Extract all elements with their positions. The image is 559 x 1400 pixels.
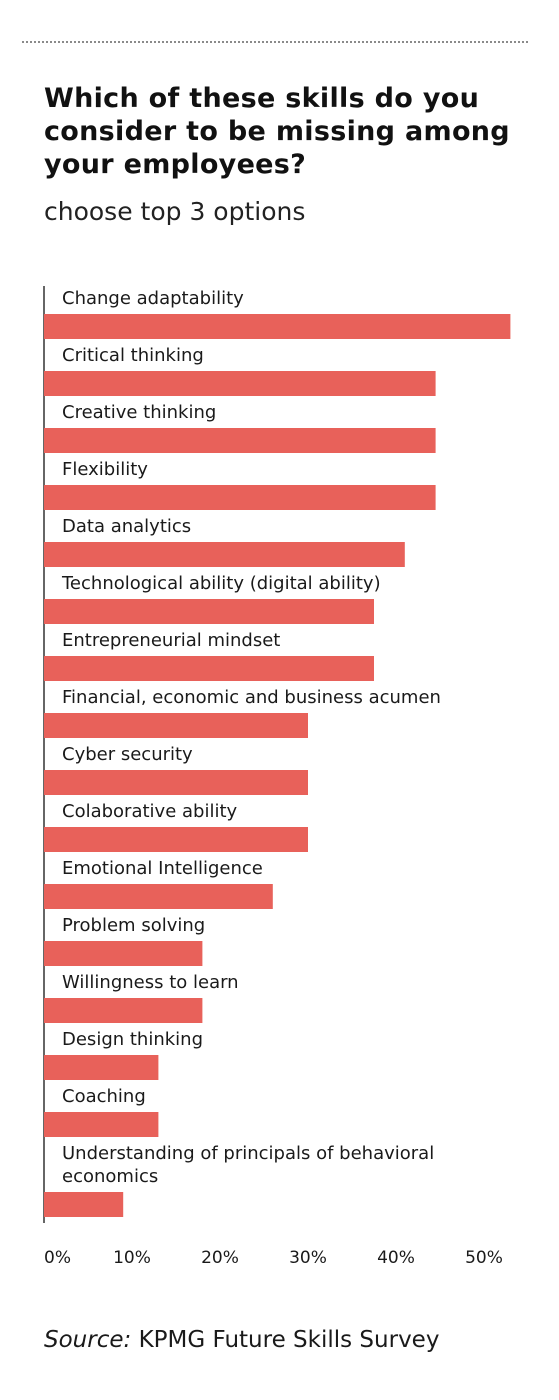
source-text: KPMG Future Skills Survey [138, 1327, 440, 1353]
category-label: Financial, economic and business acumen [62, 687, 441, 708]
category-label: Technological ability (digital ability) [61, 573, 381, 594]
x-tick-label: 10% [113, 1248, 151, 1268]
bar [44, 998, 203, 1023]
x-tick-label: 50% [465, 1248, 503, 1268]
category-label: Willingness to learn [62, 972, 239, 993]
category-label: Coaching [62, 1086, 146, 1107]
category-label: economics [62, 1166, 158, 1187]
source-note: Source: KPMG Future Skills Survey [44, 1325, 439, 1355]
category-label: Colaborative ability [62, 801, 238, 822]
x-tick-label: 20% [201, 1248, 239, 1268]
category-label: Creative thinking [62, 402, 216, 423]
x-tick-label: 40% [377, 1248, 415, 1268]
chart-title: Which of these skills do you consider to… [44, 83, 510, 180]
bar [44, 1112, 159, 1137]
category-label: Understanding of principals of behaviora… [62, 1143, 434, 1164]
bar [44, 371, 436, 396]
bar [44, 656, 374, 681]
category-label: Change adaptability [62, 288, 244, 309]
bar-chart: Change adaptability Critical thinking Crea… [43, 286, 511, 1268]
bar [44, 485, 436, 510]
bar [44, 542, 405, 567]
category-label: Critical thinking [62, 345, 204, 366]
x-tick-label: 30% [289, 1248, 327, 1268]
top-divider [22, 41, 528, 43]
bar [44, 713, 308, 738]
category-label: Design thinking [62, 1029, 203, 1050]
x-tick-labels-group: 0% 10% 20% 30% 40% 50% [44, 1248, 503, 1268]
bar [44, 599, 374, 624]
chart-subtitle: choose top 3 options [44, 197, 306, 226]
category-label: Problem solving [62, 915, 205, 936]
bar [44, 941, 203, 966]
category-label: Data analytics [62, 516, 191, 537]
x-tick-label: 0% [44, 1248, 71, 1268]
category-labels-group: Change adaptability Critical thinking Crea… [61, 288, 441, 1187]
bars-group [44, 314, 511, 1217]
bar [44, 1055, 159, 1080]
bar [44, 428, 436, 453]
category-label: Cyber security [62, 744, 193, 765]
bar [44, 827, 308, 852]
bar [44, 770, 308, 795]
bar [44, 1192, 124, 1217]
category-label: Flexibility [62, 459, 148, 480]
category-label: Entrepreneurial mindset [62, 630, 280, 651]
source-prefix: Source: [44, 1327, 132, 1353]
bar [44, 314, 511, 339]
category-label: Emotional Intelligence [62, 858, 263, 879]
bar [44, 884, 273, 909]
